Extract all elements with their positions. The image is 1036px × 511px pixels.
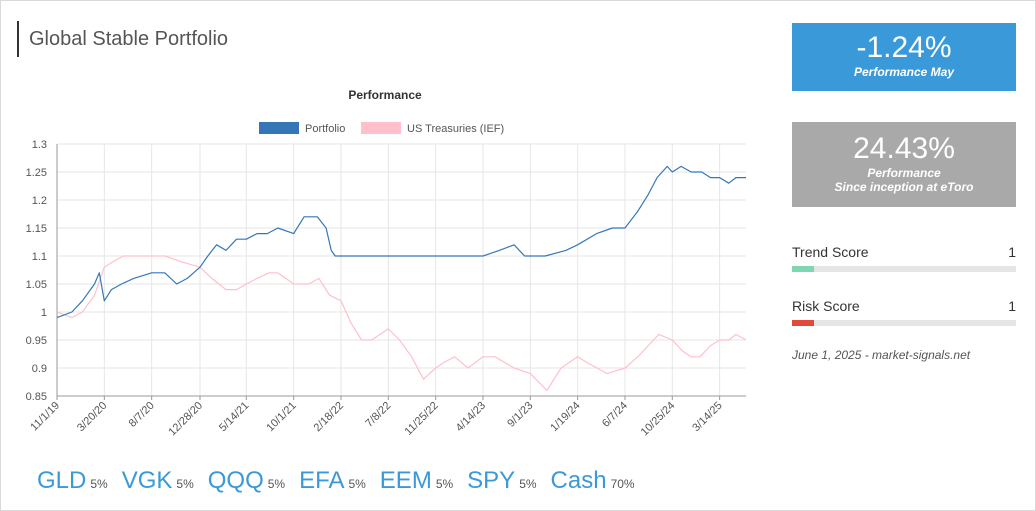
y-tick-label: 1.25: [26, 167, 47, 179]
holding-ticker[interactable]: Cash: [550, 467, 607, 494]
x-tick-label: 7/8/22: [363, 400, 393, 430]
score-bar-fill: [792, 266, 815, 272]
x-tick-label: 11/25/22: [403, 400, 441, 438]
x-tick-label: 12/28/20: [166, 400, 205, 439]
series-line-portfolio: [56, 165, 746, 319]
kpi-inception-performance: 24.43% Performance Since inception at eT…: [792, 122, 1016, 207]
y-tick-label: 1: [41, 307, 47, 319]
holding-item[interactable]: EFA 5%: [299, 467, 366, 495]
trend-score: Trend Score 1: [792, 244, 1016, 272]
kpi-value: 24.43%: [853, 132, 955, 165]
chart-grid: [56, 143, 746, 397]
y-tick-label: 0.95: [26, 335, 47, 347]
x-tick-label: 1/19/24: [548, 400, 582, 434]
y-axis: 1.3 1.25 1.2 1.15 1.1 1.05 1 0.95 0.9 0.85: [26, 139, 58, 403]
holding-item[interactable]: EEM 5%: [380, 467, 453, 495]
page-title: Global Stable Portfolio: [29, 28, 229, 50]
holding-item[interactable]: QQQ 5%: [208, 467, 285, 495]
holdings-list: GLD 5% VGK 5% QQQ 5% EFA 5% EEM 5% SPY 5% Cash…: [37, 467, 649, 495]
x-tick-label: 9/1/23: [505, 400, 535, 430]
score-name: Trend Score: [792, 244, 869, 260]
performance-chart: Performance Portfolio US Treasuries (IEF)…: [1, 81, 761, 451]
y-tick-label: 1.15: [26, 223, 47, 235]
holding-ticker[interactable]: SPY: [467, 467, 516, 494]
x-tick-label: 11/1/19: [28, 400, 62, 434]
kpi-label-line1: Performance: [867, 166, 941, 180]
score-value: 1: [1008, 298, 1016, 314]
y-tick-label: 0.85: [26, 391, 47, 403]
x-axis: 11/1/19 3/20/20 8/7/20 12/28/20 5/14/21 10/1/…: [28, 395, 746, 439]
kpi-label: Performance May: [853, 65, 955, 79]
x-tick-label: 8/7/20: [127, 400, 157, 430]
score-name: Risk Score: [792, 298, 860, 314]
series-line-ief: [56, 255, 747, 391]
chart-title: Performance: [348, 88, 422, 102]
score-bar: [792, 320, 1016, 326]
x-tick-label: 10/1/21: [264, 400, 298, 434]
holding-weight: 5%: [519, 477, 537, 491]
holding-ticker[interactable]: VGK: [121, 467, 173, 494]
holding-item[interactable]: Cash 70%: [551, 467, 635, 495]
report-dateline: June 1, 2025 - market-signals.net: [792, 348, 971, 362]
y-tick-label: 1.2: [32, 195, 47, 207]
score-bar: [792, 266, 1016, 272]
x-tick-label: 10/25/24: [639, 400, 678, 439]
holding-weight: 5%: [90, 477, 108, 491]
x-tick-label: 3/20/20: [75, 400, 109, 434]
y-tick-label: 1.1: [32, 251, 47, 263]
holding-ticker[interactable]: GLD: [37, 467, 87, 494]
score-bar-fill: [792, 320, 815, 326]
y-tick-label: 0.9: [32, 363, 47, 375]
kpi-label-line2: Since inception at eToro: [834, 180, 974, 194]
kpi-monthly-performance: -1.24% Performance May: [792, 23, 1016, 91]
x-tick-label: 2/18/22: [312, 400, 346, 434]
y-tick-label: 1.3: [32, 139, 47, 151]
holding-weight: 5%: [267, 477, 286, 491]
score-value: 1: [1008, 244, 1016, 260]
performance-chart-svg: Performance Portfolio US Treasuries (IEF)…: [26, 88, 747, 439]
holding-weight: 5%: [176, 477, 194, 491]
holding-weight: 5%: [435, 477, 454, 491]
holding-ticker[interactable]: EFA: [299, 467, 345, 494]
chart-series: [56, 165, 747, 391]
holding-ticker[interactable]: EEM: [379, 467, 432, 494]
holding-weight: 70%: [610, 477, 635, 491]
x-tick-label: 5/14/21: [217, 400, 251, 434]
holding-item[interactable]: GLD 5%: [37, 467, 108, 495]
legend-label: US Treasuries (IEF): [407, 123, 504, 135]
holding-item[interactable]: VGK 5%: [122, 467, 194, 495]
title-block: Global Stable Portfolio: [17, 21, 228, 57]
holding-item[interactable]: SPY 5%: [467, 467, 536, 495]
y-tick-label: 1.05: [26, 279, 47, 291]
x-tick-label: 4/14/23: [454, 400, 488, 434]
x-tick-label: 6/7/24: [600, 400, 630, 430]
plot-background: [57, 144, 746, 396]
risk-score: Risk Score 1: [792, 298, 1016, 326]
chart-legend: Portfolio US Treasuries (IEF): [259, 122, 504, 135]
legend-swatch: [361, 122, 401, 134]
x-tick-label: 3/14/25: [690, 400, 724, 434]
legend-swatch: [259, 122, 299, 134]
holding-weight: 5%: [348, 477, 366, 491]
kpi-value: -1.24%: [856, 31, 952, 64]
holding-ticker[interactable]: QQQ: [207, 467, 264, 494]
legend-label: Portfolio: [305, 123, 345, 135]
